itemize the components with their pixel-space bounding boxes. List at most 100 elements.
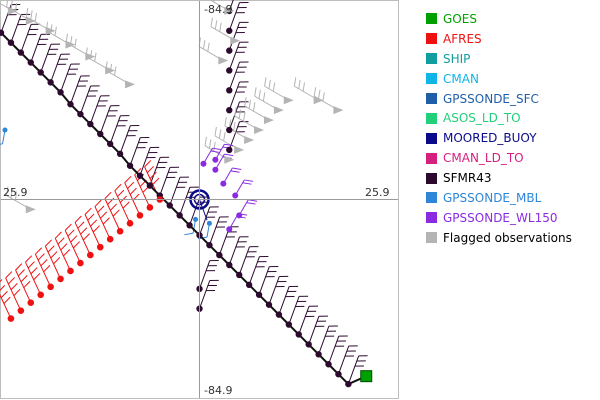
wind-barb bbox=[228, 236, 249, 266]
barb-flag bbox=[234, 107, 237, 117]
barb-flag bbox=[248, 99, 252, 109]
gpssonde-wl150-point bbox=[220, 180, 227, 187]
barb-flag bbox=[37, 253, 45, 261]
afres-point bbox=[126, 220, 134, 227]
sfmr43-point bbox=[226, 87, 233, 94]
legend-label: GPSSONDE_MBL bbox=[443, 190, 542, 205]
legend-item: CMAN_LD_TO bbox=[426, 148, 572, 168]
wind-barb bbox=[34, 247, 52, 288]
barb-flag bbox=[244, 97, 247, 107]
legend-item: GOES bbox=[426, 9, 572, 29]
barb-flag bbox=[252, 102, 256, 112]
sfmr43-point bbox=[245, 281, 253, 289]
barb-flag bbox=[80, 227, 88, 235]
sfmr43-point bbox=[77, 110, 84, 118]
barb-flag bbox=[134, 168, 142, 176]
barb-flag bbox=[0, 143, 3, 145]
sfmr43-point bbox=[226, 47, 233, 54]
legend-label: GOES bbox=[443, 11, 477, 26]
wind-barb bbox=[15, 263, 32, 303]
flagged-observations-point bbox=[85, 52, 96, 61]
barb-flag bbox=[100, 211, 108, 219]
barb-staff bbox=[228, 0, 234, 12]
wind-barb bbox=[208, 216, 229, 246]
legend-swatch bbox=[426, 33, 437, 45]
sfmr43-point bbox=[116, 150, 124, 158]
barb-flag bbox=[60, 243, 68, 251]
barb-flag bbox=[0, 290, 8, 299]
wind-barb bbox=[199, 279, 219, 309]
sfmr43-point bbox=[265, 301, 273, 308]
barb-flag bbox=[74, 215, 82, 223]
barb-flag bbox=[322, 92, 325, 102]
sfmr43-point bbox=[186, 222, 193, 229]
barb-flag bbox=[0, 285, 6, 291]
legend-label: MOORED_BUOY bbox=[443, 131, 537, 146]
sfmr43-point bbox=[146, 182, 154, 189]
legend-item: GPSSONDE_MBL bbox=[426, 188, 572, 208]
flagged-observations-point bbox=[244, 135, 255, 144]
tick-label-right: 25.9 bbox=[365, 186, 390, 199]
afres-point bbox=[146, 204, 154, 211]
barb-flag bbox=[218, 129, 222, 139]
wind-barb bbox=[169, 176, 189, 206]
wind-barb bbox=[119, 125, 140, 155]
tick-label-top: -84.9 bbox=[204, 3, 232, 16]
barb-staff bbox=[199, 199, 208, 221]
barb-flag bbox=[53, 257, 61, 265]
wind-barb bbox=[228, 21, 249, 51]
wind-barb bbox=[308, 315, 328, 345]
legend-item: GPSSONDE_WL150 bbox=[426, 208, 572, 228]
sfmr43-point bbox=[136, 172, 144, 179]
flagged-observations-point bbox=[263, 116, 274, 125]
barb-flag bbox=[63, 249, 71, 257]
afres-point bbox=[136, 212, 144, 219]
wind-barb bbox=[222, 167, 242, 184]
barb-flag bbox=[94, 52, 97, 62]
tick-label-bottom: -84.9 bbox=[204, 384, 232, 397]
flagged-observations-point bbox=[234, 145, 245, 154]
sfmr43-point bbox=[325, 361, 332, 368]
wind-barb bbox=[109, 115, 130, 145]
barb-flag bbox=[318, 89, 321, 99]
sfmr43-point bbox=[0, 29, 5, 36]
afres-point bbox=[17, 307, 25, 314]
barb-flag bbox=[34, 12, 38, 22]
barb-flag bbox=[184, 232, 194, 236]
barb-flag bbox=[219, 22, 222, 32]
barb-flag bbox=[213, 141, 216, 151]
flagged-observations-point bbox=[224, 155, 235, 164]
legend-swatch bbox=[426, 232, 437, 244]
wind-barb bbox=[298, 305, 319, 335]
barb-flag bbox=[13, 288, 21, 297]
barb-flag bbox=[87, 213, 95, 221]
legend-item: GPSSONDE_SFC bbox=[426, 89, 572, 109]
legend-item: SFMR43 bbox=[426, 168, 572, 188]
wind-barb bbox=[238, 246, 259, 276]
barb-flag bbox=[224, 143, 234, 147]
sfmr43-point bbox=[97, 130, 104, 138]
wind-barb bbox=[337, 345, 358, 375]
legend-swatch bbox=[426, 192, 437, 204]
barb-flag bbox=[33, 272, 41, 281]
sfmr43-point bbox=[305, 341, 312, 348]
sfmr43-point bbox=[335, 370, 342, 378]
wind-barb bbox=[54, 231, 71, 272]
barb-flag bbox=[210, 150, 220, 153]
barb-flag bbox=[94, 199, 102, 207]
sfmr43-point bbox=[87, 120, 94, 128]
wind-barb bbox=[129, 136, 150, 166]
sfmr43-point bbox=[37, 69, 44, 76]
barb-flag bbox=[3, 296, 11, 304]
legend-item: MOORED_BUOY bbox=[426, 128, 572, 148]
sfmr43-point bbox=[285, 321, 293, 328]
barb-flag bbox=[224, 116, 227, 127]
barb-flag bbox=[262, 92, 266, 102]
legend-label: GPSSONDE_SFC bbox=[443, 91, 539, 106]
flagged-observations-point bbox=[125, 80, 136, 89]
barb-flag bbox=[17, 269, 25, 277]
barb-flag bbox=[214, 20, 218, 30]
wind-barb bbox=[89, 95, 110, 125]
legend-item: Flagged observations bbox=[426, 228, 572, 248]
